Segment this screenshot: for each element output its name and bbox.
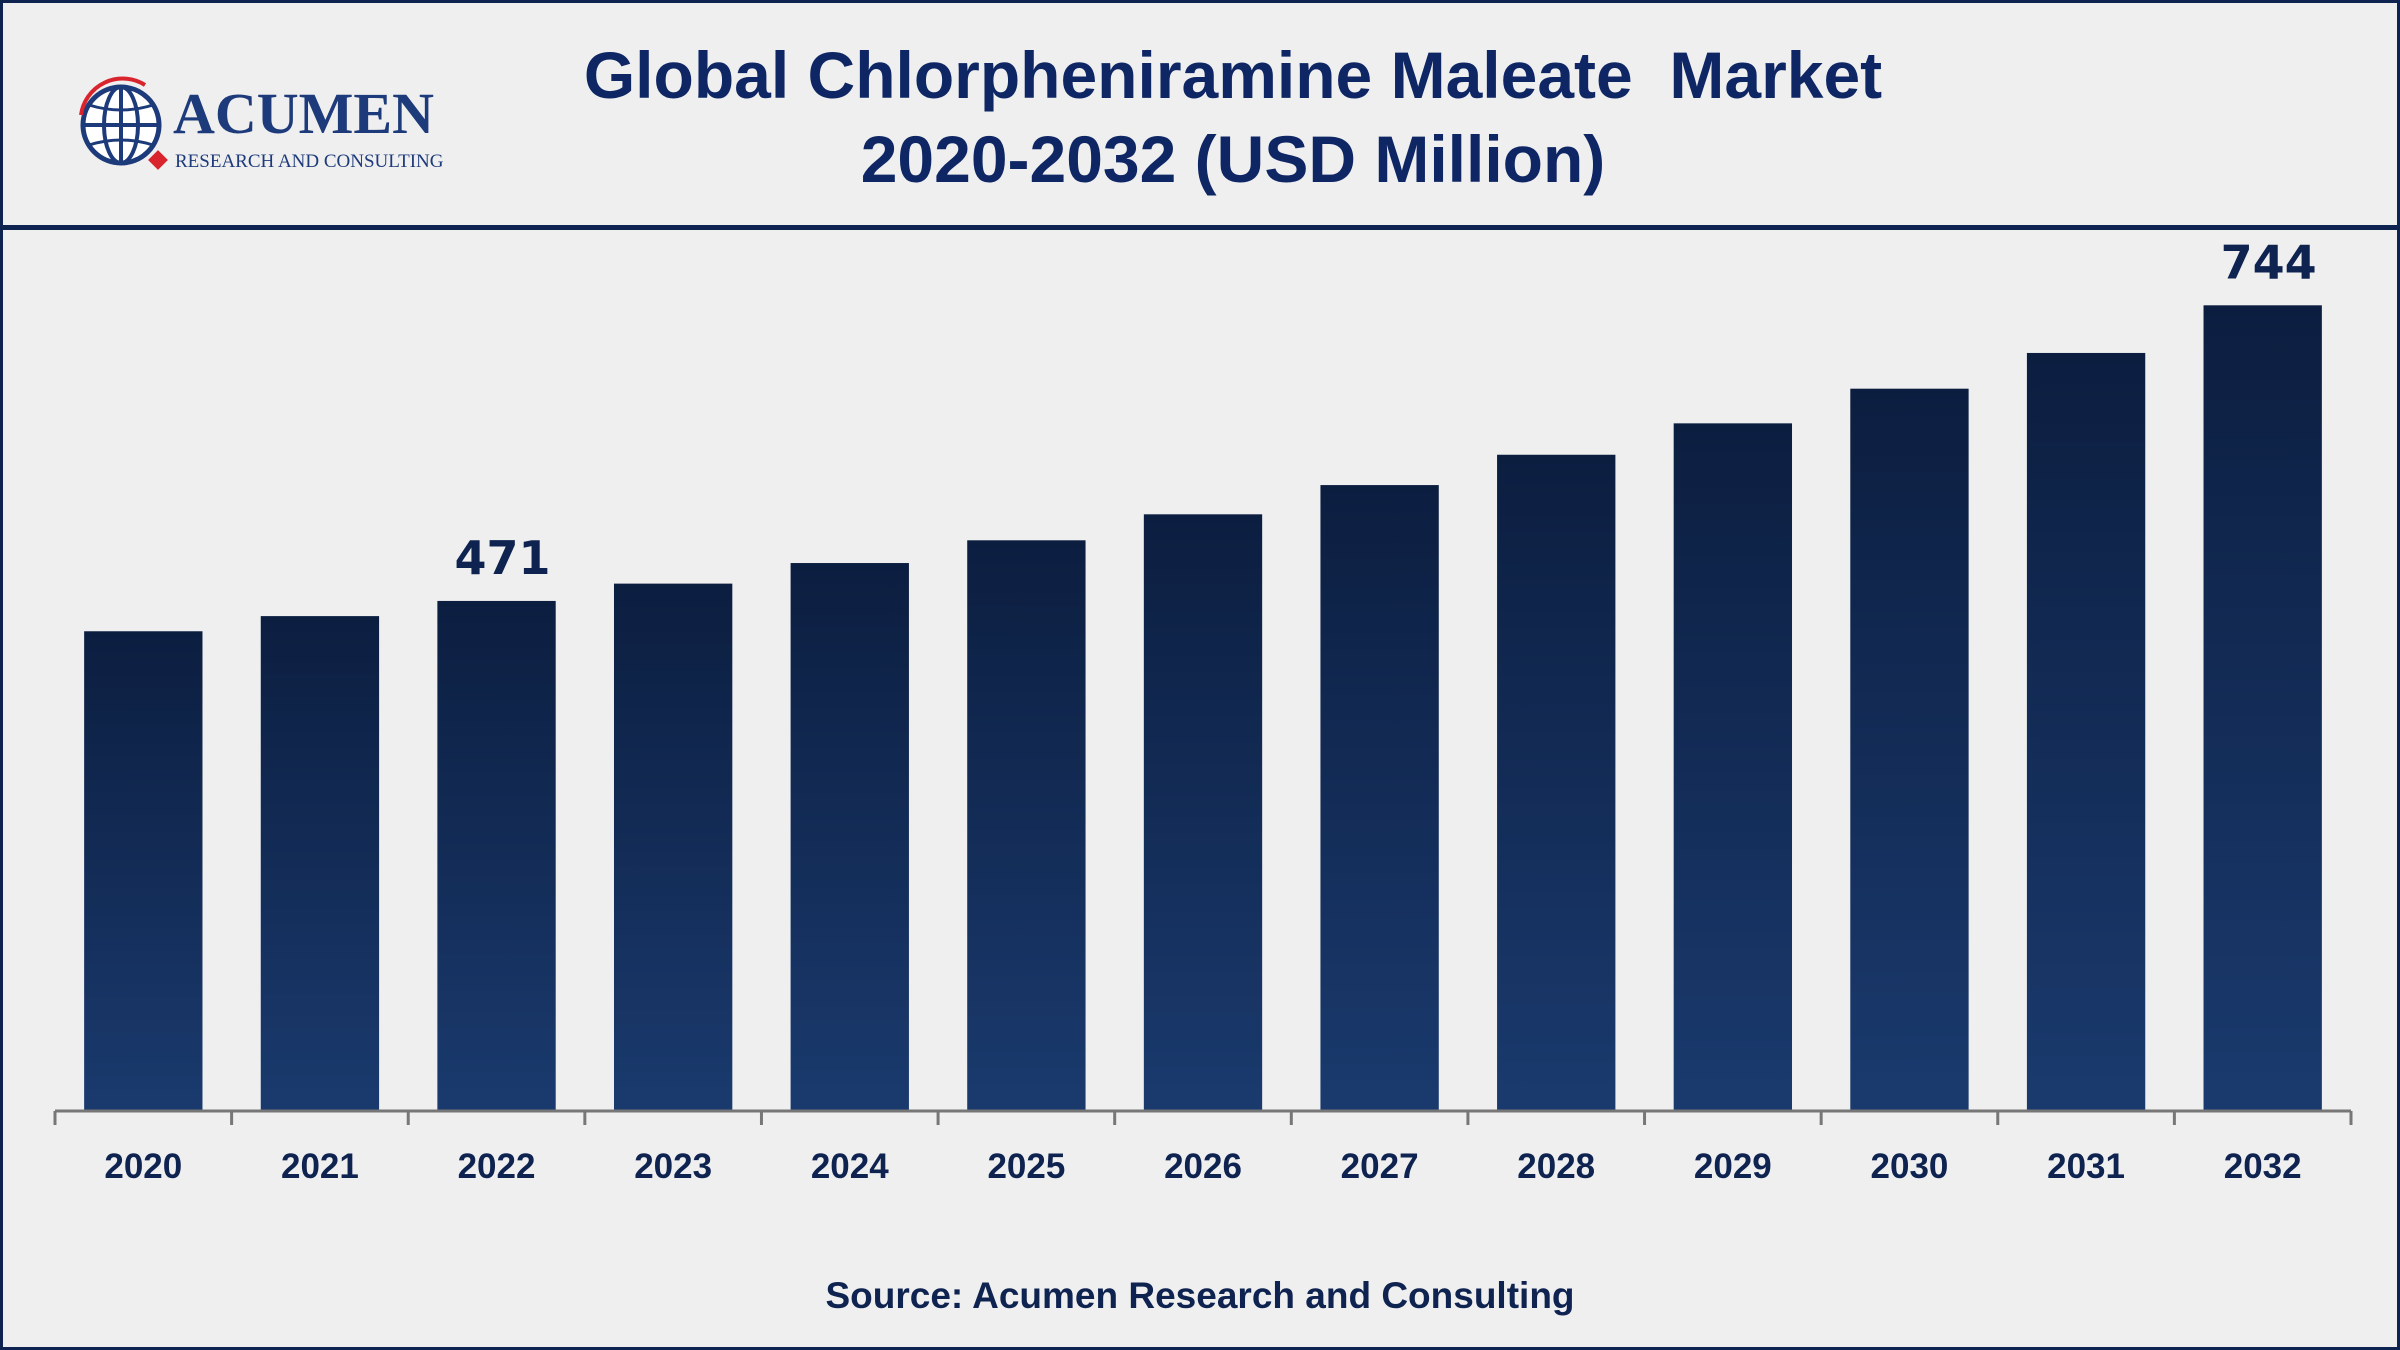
bar-2025 (967, 540, 1086, 1111)
chart-title-line-1: Global Chlorpheniramine Maleate Market (583, 38, 1883, 112)
bar-2020 (84, 631, 203, 1111)
bar-2031 (2026, 352, 2146, 1111)
x-tick-label-2022: 2022 (458, 1147, 536, 1186)
bar-2022 (437, 600, 556, 1111)
x-tick-labels: 2020 2021 2022 2023 2024 2025 2026 2027 2028 2029… (104, 1147, 2301, 1186)
x-tick-label-2029: 2029 (1694, 1147, 1772, 1186)
bar-2024 (790, 563, 909, 1111)
header: ACUMEN RESEARCH AND CONSULTING Global Ch… (3, 3, 2397, 230)
x-tick-label-2030: 2030 (1871, 1147, 1949, 1186)
bar-2028 (1497, 454, 1616, 1111)
data-label-2032: 744 (2221, 235, 2317, 289)
x-tick-label-2025: 2025 (987, 1147, 1065, 1186)
bar-2030 (1850, 388, 1969, 1111)
bar-2026 (1143, 514, 1263, 1111)
x-tick-label-2027: 2027 (1341, 1147, 1419, 1186)
x-tick-label-2026: 2026 (1164, 1147, 1242, 1186)
bar-chart: 2020 2021 2022 2023 2024 2025 2026 2027 2028 2029… (53, 235, 2353, 1186)
x-tick-label-2028: 2028 (1517, 1147, 1595, 1186)
data-labels: 471 744 (455, 235, 2317, 585)
bar-2021 (260, 616, 380, 1111)
chart-title-line-2: 2020-2032 (USD Million) (860, 122, 1606, 196)
logo-tagline: RESEARCH AND CONSULTING (175, 151, 444, 172)
source-note: Source: Acumen Research and Consulting (825, 1275, 1575, 1316)
x-tick-label-2020: 2020 (104, 1147, 182, 1186)
x-tick-label-2024: 2024 (811, 1147, 889, 1186)
x-tick-label-2023: 2023 (634, 1147, 712, 1186)
logo-name: ACUMEN (173, 81, 434, 146)
chart-title: Global Chlorpheniramine Maleate Market 2… (483, 33, 1983, 201)
x-axis (53, 1109, 2353, 1125)
bars-group (84, 305, 2322, 1112)
x-tick-label-2032: 2032 (2224, 1147, 2302, 1186)
company-logo: ACUMEN RESEARCH AND CONSULTING (79, 76, 444, 172)
data-label-2022: 471 (455, 531, 551, 585)
x-tick-label-2021: 2021 (281, 1147, 359, 1186)
bar-2023 (613, 583, 733, 1111)
bar-2029 (1673, 423, 1793, 1112)
bar-2027 (1320, 485, 1439, 1111)
bar-2032 (2203, 305, 2322, 1111)
x-tick-label-2031: 2031 (2047, 1147, 2125, 1186)
